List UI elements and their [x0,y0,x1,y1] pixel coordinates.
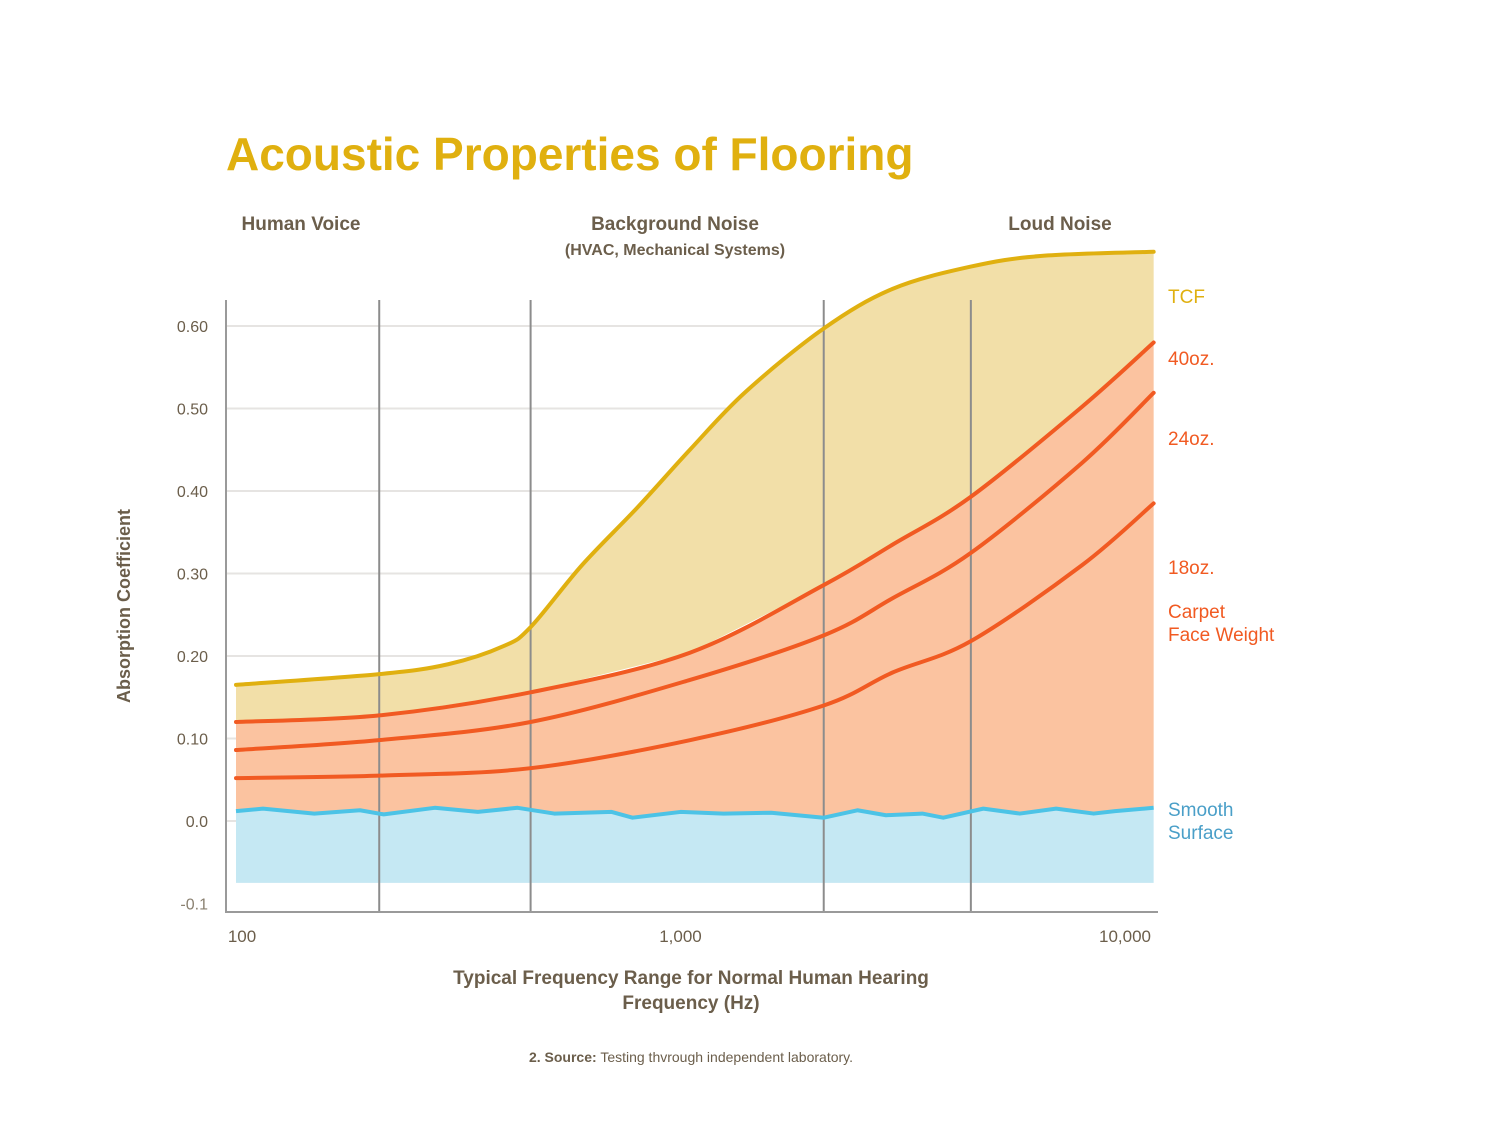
legend-18oz: 18oz. [1168,558,1214,579]
legend-carpet-group: Face Weight [1168,625,1275,646]
y-tick-label: 0.10 [177,732,208,749]
y-axis-label: Absorption Coefficient [114,509,134,703]
footnote-bold: Source: [545,1049,597,1065]
y-tick-label: 0.20 [177,649,208,666]
x-tick-label: 1,000 [659,927,702,946]
legend-smooth-surface: Smooth [1168,800,1233,821]
footnote-number: 2. [529,1049,541,1065]
y-tick-label: 0.30 [177,567,208,584]
band-label: Loud Noise [1008,214,1111,235]
carpet-area [236,342,1154,818]
series-line-40oz [234,340,1156,724]
y-tick-label: 0.40 [177,484,208,501]
x-axis-label: Typical Frequency Range for Normal Human… [453,968,929,989]
chart-title: Acoustic Properties of Flooring [226,128,914,180]
band-sublabel: (HVAC, Mechanical Systems) [565,242,785,259]
series-line-24oz [234,390,1156,753]
x-tick-label: 10,000 [1099,927,1151,946]
y-tick-label: 0.50 [177,402,208,419]
x-axis-sublabel: Frequency (Hz) [622,993,759,1014]
legend-24oz: 24oz. [1168,429,1214,450]
series-line-smooth-surface [235,805,1154,820]
legend-smooth-surface: Surface [1168,823,1233,844]
x-tick-label: 100 [228,927,256,946]
legend-tcf: TCF [1168,287,1205,308]
footnote: 2. Source: Testing thvrough independent … [529,1049,853,1065]
legend-carpet-group: Carpet [1168,602,1226,623]
y-tick-label: -0.1 [180,897,208,914]
y-tick-label: 0.0 [186,814,208,831]
smooth-surface-area [236,807,1154,883]
legend-40oz: 40oz. [1168,349,1214,370]
series-line-tcf [234,249,1156,687]
band-label: Human Voice [242,214,361,235]
y-tick-label: 0.60 [177,319,208,336]
tcf-area [236,251,1154,722]
series-line-18oz [234,501,1156,781]
band-label: Background Noise [591,214,759,235]
footnote-text: Testing thvrough independent laboratory. [600,1049,853,1065]
